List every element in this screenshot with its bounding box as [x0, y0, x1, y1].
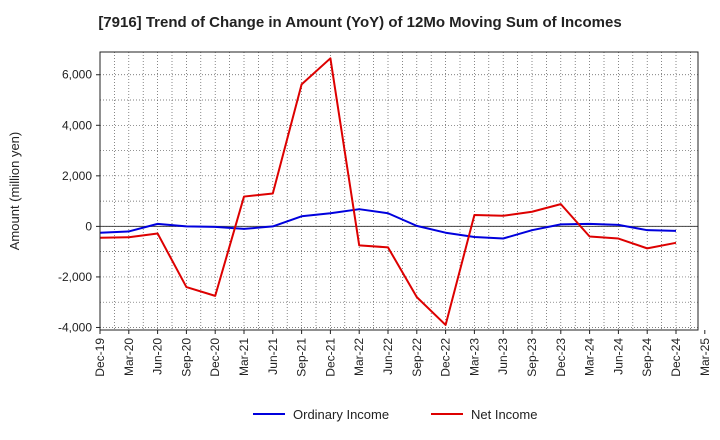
x-tick-label: Jun-23 [496, 338, 510, 375]
x-tick-label: Dec-24 [669, 338, 683, 377]
legend-label: Net Income [471, 407, 537, 422]
legend-label: Ordinary Income [293, 407, 389, 422]
x-axis: Dec-19 Mar-20 Jun-20 Sep-20 Dec-20 Mar-21 Jun-… [93, 330, 712, 377]
y-tick-label: 2,000 [62, 169, 92, 183]
y-tick-label: -2,000 [58, 270, 92, 284]
y-tick-label: 0 [85, 219, 92, 233]
x-tick-label: Dec-19 [93, 338, 107, 377]
plot-background [100, 52, 698, 330]
x-tick-label: Sep-22 [410, 338, 424, 377]
series-line-ordinary-income [99, 208, 677, 240]
x-tick-label: Sep-21 [295, 338, 309, 377]
x-tick-label: Mar-22 [352, 338, 366, 376]
x-tick-label: Jun-24 [611, 338, 625, 375]
x-tick-label: Dec-23 [554, 338, 568, 377]
x-tick-label: Sep-23 [525, 338, 539, 377]
x-tick-label: Jun-21 [266, 338, 280, 375]
x-tick-label: Mar-24 [583, 338, 597, 376]
plot-frame [99, 51, 699, 331]
y-axis-label: Amount (million yen) [7, 132, 22, 251]
legend: Ordinary Income Net Income [253, 407, 537, 422]
x-tick-label: Dec-21 [323, 338, 337, 377]
x-tick-label: Jun-20 [151, 338, 165, 375]
x-tick-label: Sep-24 [640, 338, 654, 377]
x-tick-label: Dec-20 [208, 338, 222, 377]
y-tick-label: 6,000 [62, 68, 92, 82]
x-tick-label: Dec-22 [439, 338, 453, 377]
x-tick-label: Mar-21 [237, 338, 251, 376]
x-tick-label: Sep-20 [179, 338, 193, 377]
y-tick-label: -4,000 [58, 320, 92, 334]
series-layer [99, 57, 677, 326]
series-line-net-income [99, 57, 677, 326]
x-tick-label: Mar-25 [698, 338, 712, 376]
y-tick-label: 4,000 [62, 118, 92, 132]
y-axis: -4,000 -2,000 0 2,000 4,000 6,000 [58, 68, 100, 334]
x-tick-label: Jun-22 [381, 338, 395, 375]
x-tick-label: Mar-23 [467, 338, 481, 376]
grid [100, 52, 698, 330]
x-tick-label: Mar-20 [122, 338, 136, 376]
chart-title: [7916] Trend of Change in Amount (YoY) o… [98, 14, 622, 31]
